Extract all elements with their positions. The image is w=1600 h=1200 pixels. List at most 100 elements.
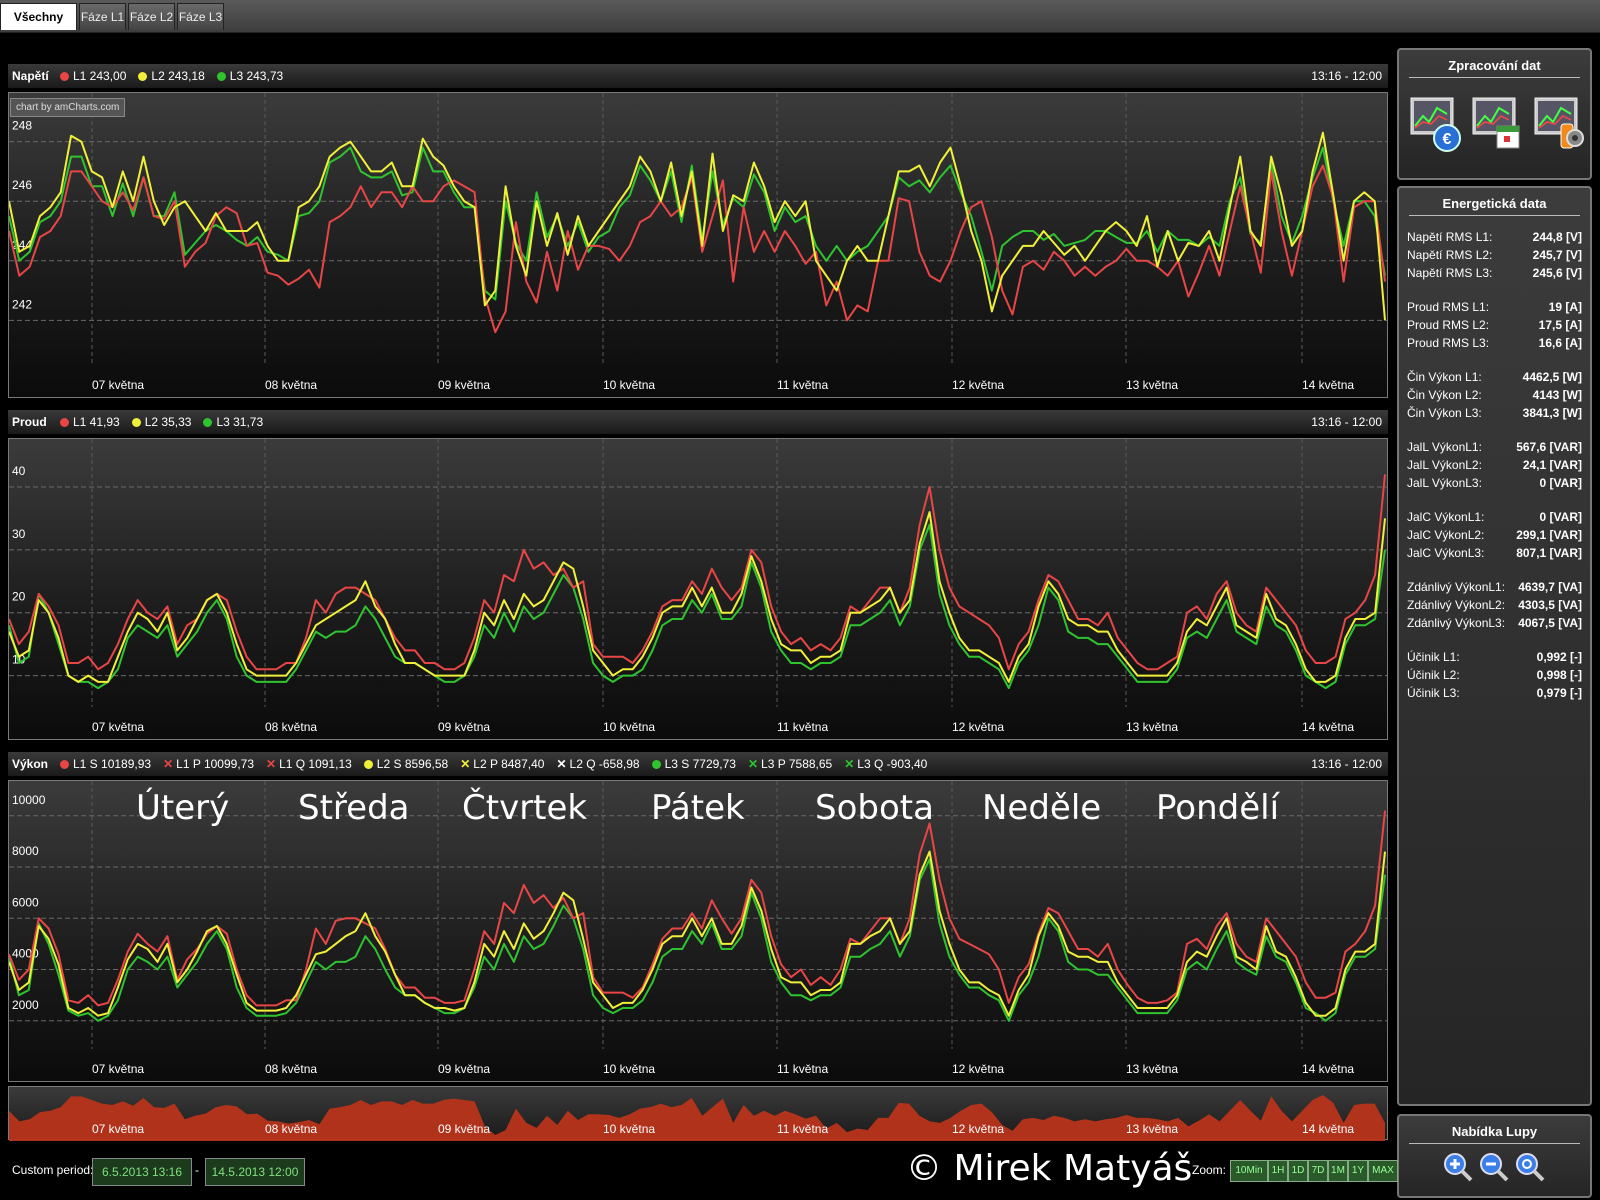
power-chart[interactable]: 10000 8000 6000 4000 2000 07 května 08 května 0… — [8, 780, 1388, 1082]
zoom-out-icon[interactable] — [1479, 1152, 1509, 1182]
legend-label: L1 41,93 — [73, 415, 120, 429]
x-tick-label: 13 května — [1126, 378, 1178, 392]
legend-dot-icon — [216, 72, 226, 81]
period-to-input[interactable]: 14.5.2013 12:00 — [205, 1158, 305, 1186]
series-line-l2 — [8, 511, 1386, 683]
legend-item[interactable]: L3 31,73 — [203, 415, 263, 429]
energy-data-value: 299,1 [VAR] — [1516, 528, 1582, 542]
y-tick-label: 242 — [12, 297, 32, 311]
voltage-chart[interactable]: 248 246 244 242 07 května 08 května 09 května 1… — [8, 92, 1388, 398]
legend-item[interactable]: L1 41,93 — [60, 415, 120, 429]
zoom-button-1d[interactable]: 1D — [1288, 1160, 1308, 1182]
series-line-l3-s — [8, 858, 1386, 1022]
current-chart[interactable]: 40 30 20 10 07 května 08 května 09 května 10 kv… — [8, 438, 1388, 740]
energy-data-value: 0 [VAR] — [1539, 476, 1582, 490]
tab-all-phases[interactable]: Všechny Fáze — [0, 3, 77, 51]
power-panel-header: Výkon L1 S 10189,93 ✕ L1 P 10099,73 ✕ L1 Q 1… — [8, 752, 1388, 776]
y-tick-label: 2000 — [12, 998, 39, 1012]
legend-item[interactable]: L1 S 10189,93 — [60, 757, 151, 771]
scroll-overview-chart[interactable]: 07 května 08 května 09 května 10 května 11 k… — [8, 1086, 1388, 1141]
x-tick-label: 08 května — [265, 1062, 317, 1076]
x-tick-label: 07 května — [92, 720, 144, 734]
energy-data-key: JalC VýkonL3: — [1407, 546, 1485, 560]
zoom-button-1h[interactable]: 1H — [1268, 1160, 1288, 1182]
zoom-button-10min[interactable]: 10Min — [1230, 1160, 1268, 1182]
zoom-button-1m[interactable]: 1M — [1328, 1160, 1348, 1182]
x-tick-label: 10 května — [603, 378, 655, 392]
x-tick-label: 09 května — [438, 720, 490, 734]
y-tick-label: 6000 — [12, 895, 39, 909]
overview-svg[interactable]: 07 května 08 května 09 května 10 května 11 k… — [9, 1087, 1387, 1141]
energy-data-value: 567,6 [VAR] — [1516, 440, 1582, 454]
x-tick-label: 07 května — [92, 1062, 144, 1076]
overview-x-label: 11 května — [777, 1122, 828, 1136]
energy-data-key: JalC VýkonL2: — [1407, 528, 1485, 542]
energy-data-value: 244,8 [V] — [1532, 230, 1582, 244]
energy-data-value: 4462,5 [W] — [1522, 370, 1582, 384]
zoom-in-icon[interactable] — [1443, 1152, 1473, 1182]
chart-settings-icon[interactable] — [1533, 94, 1584, 152]
divider — [1409, 215, 1580, 216]
legend-cross-icon: ✕ — [163, 757, 174, 771]
legend-item[interactable]: L1 243,00 — [60, 69, 126, 83]
energy-data-value: 4067,5 [VA] — [1518, 616, 1582, 630]
tab-phase-l2[interactable]: Fáze L2 — [128, 3, 175, 30]
zoom-reset-icon[interactable] — [1515, 1152, 1545, 1182]
legend-item[interactable]: ✕ L1 Q 1091,13 — [266, 757, 352, 771]
energy-data-key: Napětí RMS L3: — [1407, 266, 1493, 280]
energy-data-key: JalL VýkonL1: — [1407, 440, 1482, 454]
legend-item[interactable]: L3 S 7729,73 — [651, 757, 736, 771]
legend-label: L3 P 7588,65 — [761, 757, 833, 771]
divider — [1409, 1143, 1580, 1144]
legend-item[interactable]: ✕ L3 Q -903,40 — [844, 757, 927, 771]
energy-data-key: JalC VýkonL1: — [1407, 510, 1485, 524]
overview-x-label: 09 května — [438, 1122, 490, 1136]
tab-phase-l3[interactable]: Fáze L3 — [177, 3, 224, 30]
energy-data-value: 4143 [W] — [1532, 388, 1582, 402]
x-tick-label: 10 května — [603, 1062, 655, 1076]
chart-calendar-icon[interactable] — [1471, 94, 1521, 152]
weekday-label: Čtvrtek — [462, 788, 588, 828]
legend-item[interactable]: ✕ L1 P 10099,73 — [163, 757, 254, 771]
x-tick-label: 09 května — [438, 378, 490, 392]
energy-data-row: Napětí RMS L1: 244,8 [V] — [1399, 230, 1590, 248]
energy-data-row: Proud RMS L2: 17,5 [A] — [1399, 318, 1590, 336]
legend-dot-icon — [131, 418, 141, 427]
x-tick-label: 10 května — [603, 720, 655, 734]
zoom-button-1y[interactable]: 1Y — [1348, 1160, 1368, 1182]
legend-cross-icon: ✕ — [747, 757, 759, 771]
legend-item[interactable]: L2 35,33 — [131, 415, 191, 429]
energy-data-value: 17,5 [A] — [1538, 318, 1582, 332]
legend-item[interactable]: ✕ L2 P 8487,40 — [460, 757, 544, 771]
zoom-button-max[interactable]: MAX — [1368, 1160, 1398, 1182]
x-tick-label: 13 května — [1126, 720, 1178, 734]
tab-phase-l1[interactable]: Fáze L1 — [79, 3, 126, 30]
series-line-l3 — [8, 146, 1386, 301]
legend-item[interactable]: ✕ L3 P 7588,65 — [748, 757, 832, 771]
zoom-button-7d[interactable]: 7D — [1308, 1160, 1328, 1182]
legend-label: L2 S 8596,58 — [376, 757, 449, 771]
legend-dot-icon — [363, 760, 373, 769]
legend-item[interactable]: L2 S 8596,58 — [363, 757, 449, 771]
energy-data-row: Účinik L3: 0,979 [-] — [1399, 686, 1590, 704]
y-tick-label: 40 — [12, 464, 26, 478]
chart-euro-icon[interactable]: € — [1409, 94, 1461, 152]
amcharts-credit-link[interactable]: chart by amCharts.com — [10, 98, 126, 117]
legend-item[interactable]: ✕ L2 Q -658,98 — [556, 757, 639, 771]
energy-data-value: 0,979 [-] — [1536, 686, 1582, 700]
period-from-input[interactable]: 6.5.2013 13:16 — [92, 1158, 192, 1186]
legend-cross-icon: ✕ — [266, 757, 277, 771]
legend-dot-icon — [651, 760, 661, 769]
energy-data-value: 807,1 [VAR] — [1516, 546, 1582, 560]
y-tick-label: 10000 — [12, 793, 46, 807]
weekday-label: Sobota — [815, 788, 934, 828]
energy-data-key: Napětí RMS L2: — [1407, 248, 1493, 262]
legend-item[interactable]: L2 243,18 — [138, 69, 205, 83]
energy-data-key: Účinik L2: — [1407, 668, 1460, 682]
legend-item[interactable]: L3 243,73 — [216, 69, 283, 83]
x-tick-label: 12 května — [952, 720, 1004, 734]
x-tick-label: 12 května — [952, 1062, 1004, 1076]
